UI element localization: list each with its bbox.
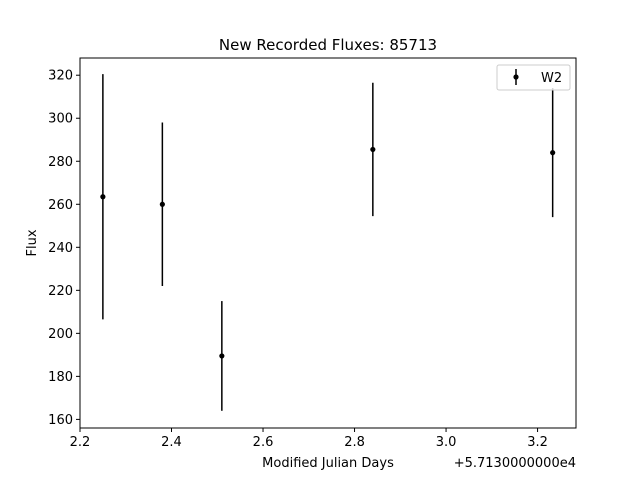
x-tick-label: 2.6 bbox=[253, 435, 274, 450]
x-axis-label: Modified Julian Days bbox=[262, 456, 394, 471]
x-offset-label: +5.7130000000e4 bbox=[454, 456, 576, 471]
legend-label-w2: W2 bbox=[541, 71, 562, 86]
data-point bbox=[370, 146, 376, 153]
x-tick-label: 3.2 bbox=[527, 435, 548, 450]
y-tick-label: 160 bbox=[48, 413, 73, 428]
y-tick-label: 280 bbox=[48, 155, 73, 170]
y-tick-label: 200 bbox=[48, 327, 73, 342]
data-layer bbox=[100, 74, 556, 411]
plot-area bbox=[79, 57, 577, 429]
x-tick-label: 2.8 bbox=[344, 435, 365, 450]
y-tick-label: 180 bbox=[48, 370, 73, 385]
y-axis: 160 180 200 220 240 260 280 300 320 bbox=[48, 69, 80, 428]
data-point bbox=[100, 194, 106, 200]
x-axis: 2.2 2.4 2.6 2.8 3.0 3.2 bbox=[70, 428, 548, 450]
data-point bbox=[550, 150, 556, 156]
y-tick-label: 300 bbox=[48, 112, 73, 127]
y-tick-label: 320 bbox=[48, 69, 73, 84]
y-tick-label: 260 bbox=[48, 198, 73, 213]
y-tick-label: 240 bbox=[48, 241, 73, 256]
y-tick-label: 220 bbox=[48, 284, 73, 299]
x-tick-label: 3.0 bbox=[436, 435, 457, 450]
data-point bbox=[219, 353, 225, 359]
legend: W2 bbox=[496, 64, 571, 91]
plot-frame bbox=[79, 57, 577, 429]
data-point bbox=[159, 201, 165, 207]
x-tick-label: 2.4 bbox=[161, 435, 182, 450]
legend-marker bbox=[513, 74, 519, 80]
chart-title: New Recorded Fluxes: 85713 bbox=[219, 36, 437, 54]
x-tick-label: 2.2 bbox=[70, 435, 91, 450]
y-axis-label: Flux bbox=[25, 229, 40, 256]
